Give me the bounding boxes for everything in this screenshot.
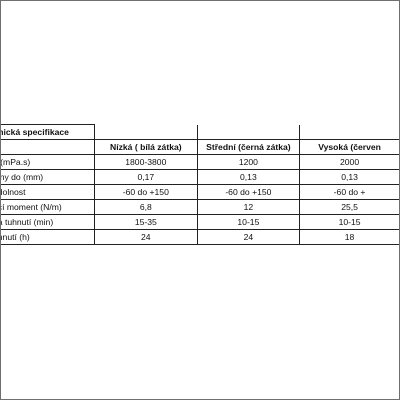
row-label: ba tuhnutí (min) (1, 214, 95, 230)
table-row: a (mPa.s) 1800-3800 1200 2000 (1, 154, 399, 170)
cell-value: 1200 (196, 154, 301, 170)
cell-value: 18 (299, 229, 399, 245)
cell-value: 10-15 (299, 214, 399, 230)
cell-value: -60 do + (299, 184, 399, 200)
cell-value: 12 (196, 199, 301, 215)
column-header: Střední (černá zátka) (196, 139, 301, 155)
table-title: hnická specifikace (1, 124, 95, 140)
table-row: ba tuhnutí (min) 15-35 10-15 10-15 (1, 214, 399, 230)
cell-value: 6,8 (93, 199, 198, 215)
spec-sheet: hnická specifikace : Nízká ( bílá zátka)… (1, 124, 399, 245)
cell-value: 24 (93, 229, 198, 245)
row-label: a (mPa.s) (1, 154, 95, 170)
table-row: piny do (mm) 0,17 0,13 0,13 (1, 169, 399, 185)
row-label: ací moment (N/m) (1, 199, 95, 215)
cell-value: 15-35 (93, 214, 198, 230)
table-row: odolnost -60 do +150 -60 do +150 -60 do … (1, 184, 399, 200)
header-first-col: : (1, 139, 95, 155)
cell-value: 25,5 (299, 199, 399, 215)
column-header: Nízká ( bílá zátka) (93, 139, 198, 155)
title-row: hnická specifikace (1, 124, 399, 140)
cell-value: 1800-3800 (93, 154, 198, 170)
blank-cell (93, 124, 198, 140)
cell-value: 0,17 (93, 169, 198, 185)
table-row: ací moment (N/m) 6,8 12 25,5 (1, 199, 399, 215)
cell-value: -60 do +150 (93, 184, 198, 200)
header-row: : Nízká ( bílá zátka) Střední (černá zát… (1, 139, 399, 155)
cell-value: 10-15 (196, 214, 301, 230)
cell-value: -60 do +150 (196, 184, 301, 200)
row-label: piny do (mm) (1, 169, 95, 185)
blank-cell (299, 124, 399, 140)
blank-cell (196, 124, 300, 140)
row-label: odolnost (1, 184, 95, 200)
cell-value: 0,13 (299, 169, 399, 185)
cell-value: 2000 (299, 154, 399, 170)
table-row: uhnutí (h) 24 24 18 (1, 229, 399, 245)
column-header: Vysoká (červen (299, 139, 399, 155)
cell-value: 24 (196, 229, 301, 245)
specification-table: hnická specifikace : Nízká ( bílá zátka)… (1, 124, 399, 245)
cell-value: 0,13 (196, 169, 301, 185)
row-label: uhnutí (h) (1, 229, 95, 245)
